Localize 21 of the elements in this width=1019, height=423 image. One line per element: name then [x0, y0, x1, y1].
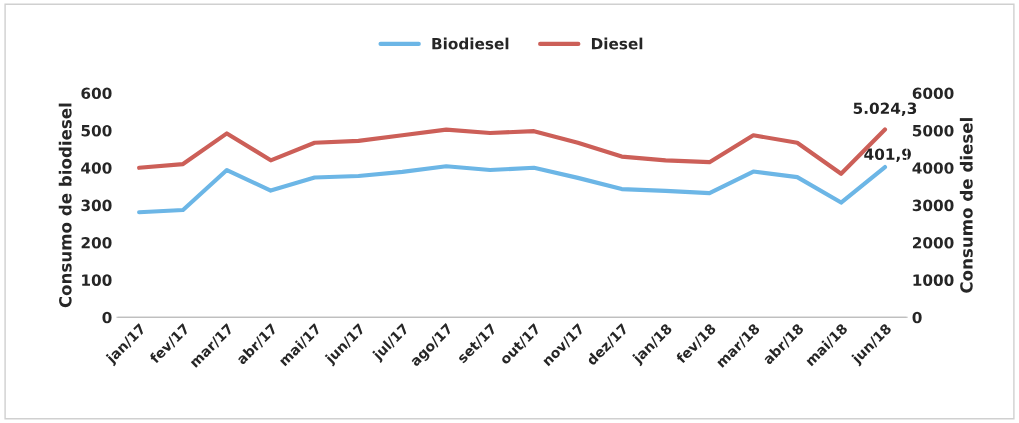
- line-series: [137, 164, 888, 215]
- y2-tick-label: 1000: [913, 274, 954, 286]
- legend-label: Diesel: [591, 37, 643, 50]
- y-tick-label: 300: [81, 199, 112, 212]
- y-tick-label: 0: [102, 311, 112, 324]
- y-axis-title: Consumo de biodiesel: [58, 103, 72, 308]
- y2-axis-title: Consumo de diesel: [959, 118, 973, 293]
- y2-tick-label: 5000: [912, 124, 954, 137]
- y2-tick-label: 6000: [912, 87, 954, 100]
- y-tick-label: 100: [82, 274, 112, 286]
- legend-label: Biodiesel: [432, 37, 509, 50]
- y2-tick-label: 0: [912, 311, 922, 324]
- y-tick-label: 600: [81, 87, 112, 100]
- y-tick-label: 200: [81, 236, 112, 249]
- data-label: 401,9: [864, 148, 911, 162]
- y2-tick-label: 2000: [912, 236, 954, 249]
- y2-tick-label: 4000: [912, 162, 954, 174]
- y-tick-label: 500: [81, 124, 112, 137]
- data-label: 5.024,3: [853, 102, 917, 117]
- y-tick-label: 400: [81, 162, 112, 174]
- y2-tick-label: 3000: [912, 199, 954, 212]
